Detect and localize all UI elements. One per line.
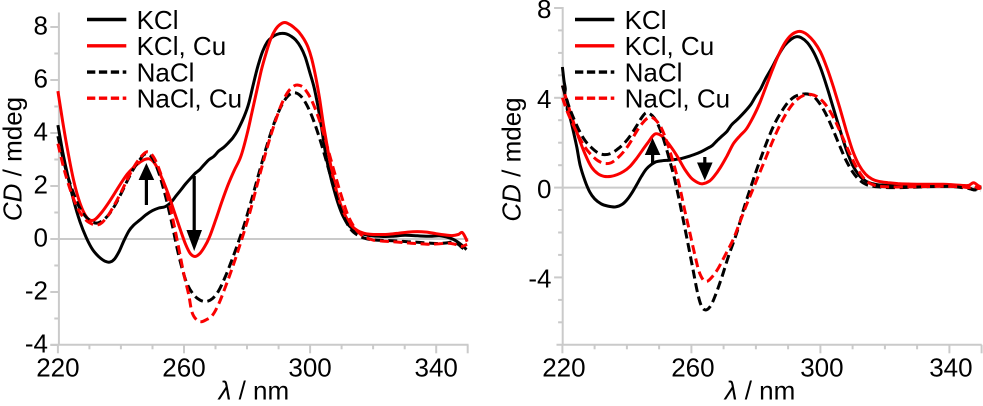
svg-text:300: 300 [800,353,843,383]
svg-text:λ / nm: λ / nm [217,376,290,402]
svg-text:-2: -2 [25,276,48,306]
svg-text:340: 340 [929,353,972,383]
svg-text:300: 300 [288,353,331,383]
svg-text:340: 340 [415,353,458,383]
svg-text:8: 8 [537,0,551,24]
svg-text:4: 4 [34,117,48,147]
svg-text:-4: -4 [25,329,48,359]
svg-text:NaCl: NaCl [137,57,195,87]
svg-text:CD / mdeg: CD / mdeg [0,97,28,221]
svg-text:CD / mdeg: CD / mdeg [497,97,527,221]
svg-text:KCl, Cu: KCl, Cu [625,31,715,61]
svg-text:260: 260 [671,353,714,383]
svg-text:260: 260 [162,353,205,383]
svg-text:λ / nm: λ / nm [723,376,796,402]
svg-text:-4: -4 [528,264,551,294]
svg-text:2: 2 [34,170,48,200]
svg-text:6: 6 [34,64,48,94]
svg-text:KCl: KCl [625,5,667,35]
svg-text:NaCl, Cu: NaCl, Cu [137,84,242,114]
svg-text:220: 220 [36,353,79,383]
svg-text:0: 0 [34,223,48,253]
svg-text:KCl, Cu: KCl, Cu [137,31,227,61]
svg-text:220: 220 [542,353,585,383]
svg-text:KCl: KCl [137,5,179,35]
svg-text:NaCl, Cu: NaCl, Cu [625,84,730,114]
svg-text:0: 0 [537,174,551,204]
svg-text:NaCl: NaCl [625,57,683,87]
svg-text:8: 8 [34,11,48,41]
svg-text:4: 4 [537,84,551,114]
